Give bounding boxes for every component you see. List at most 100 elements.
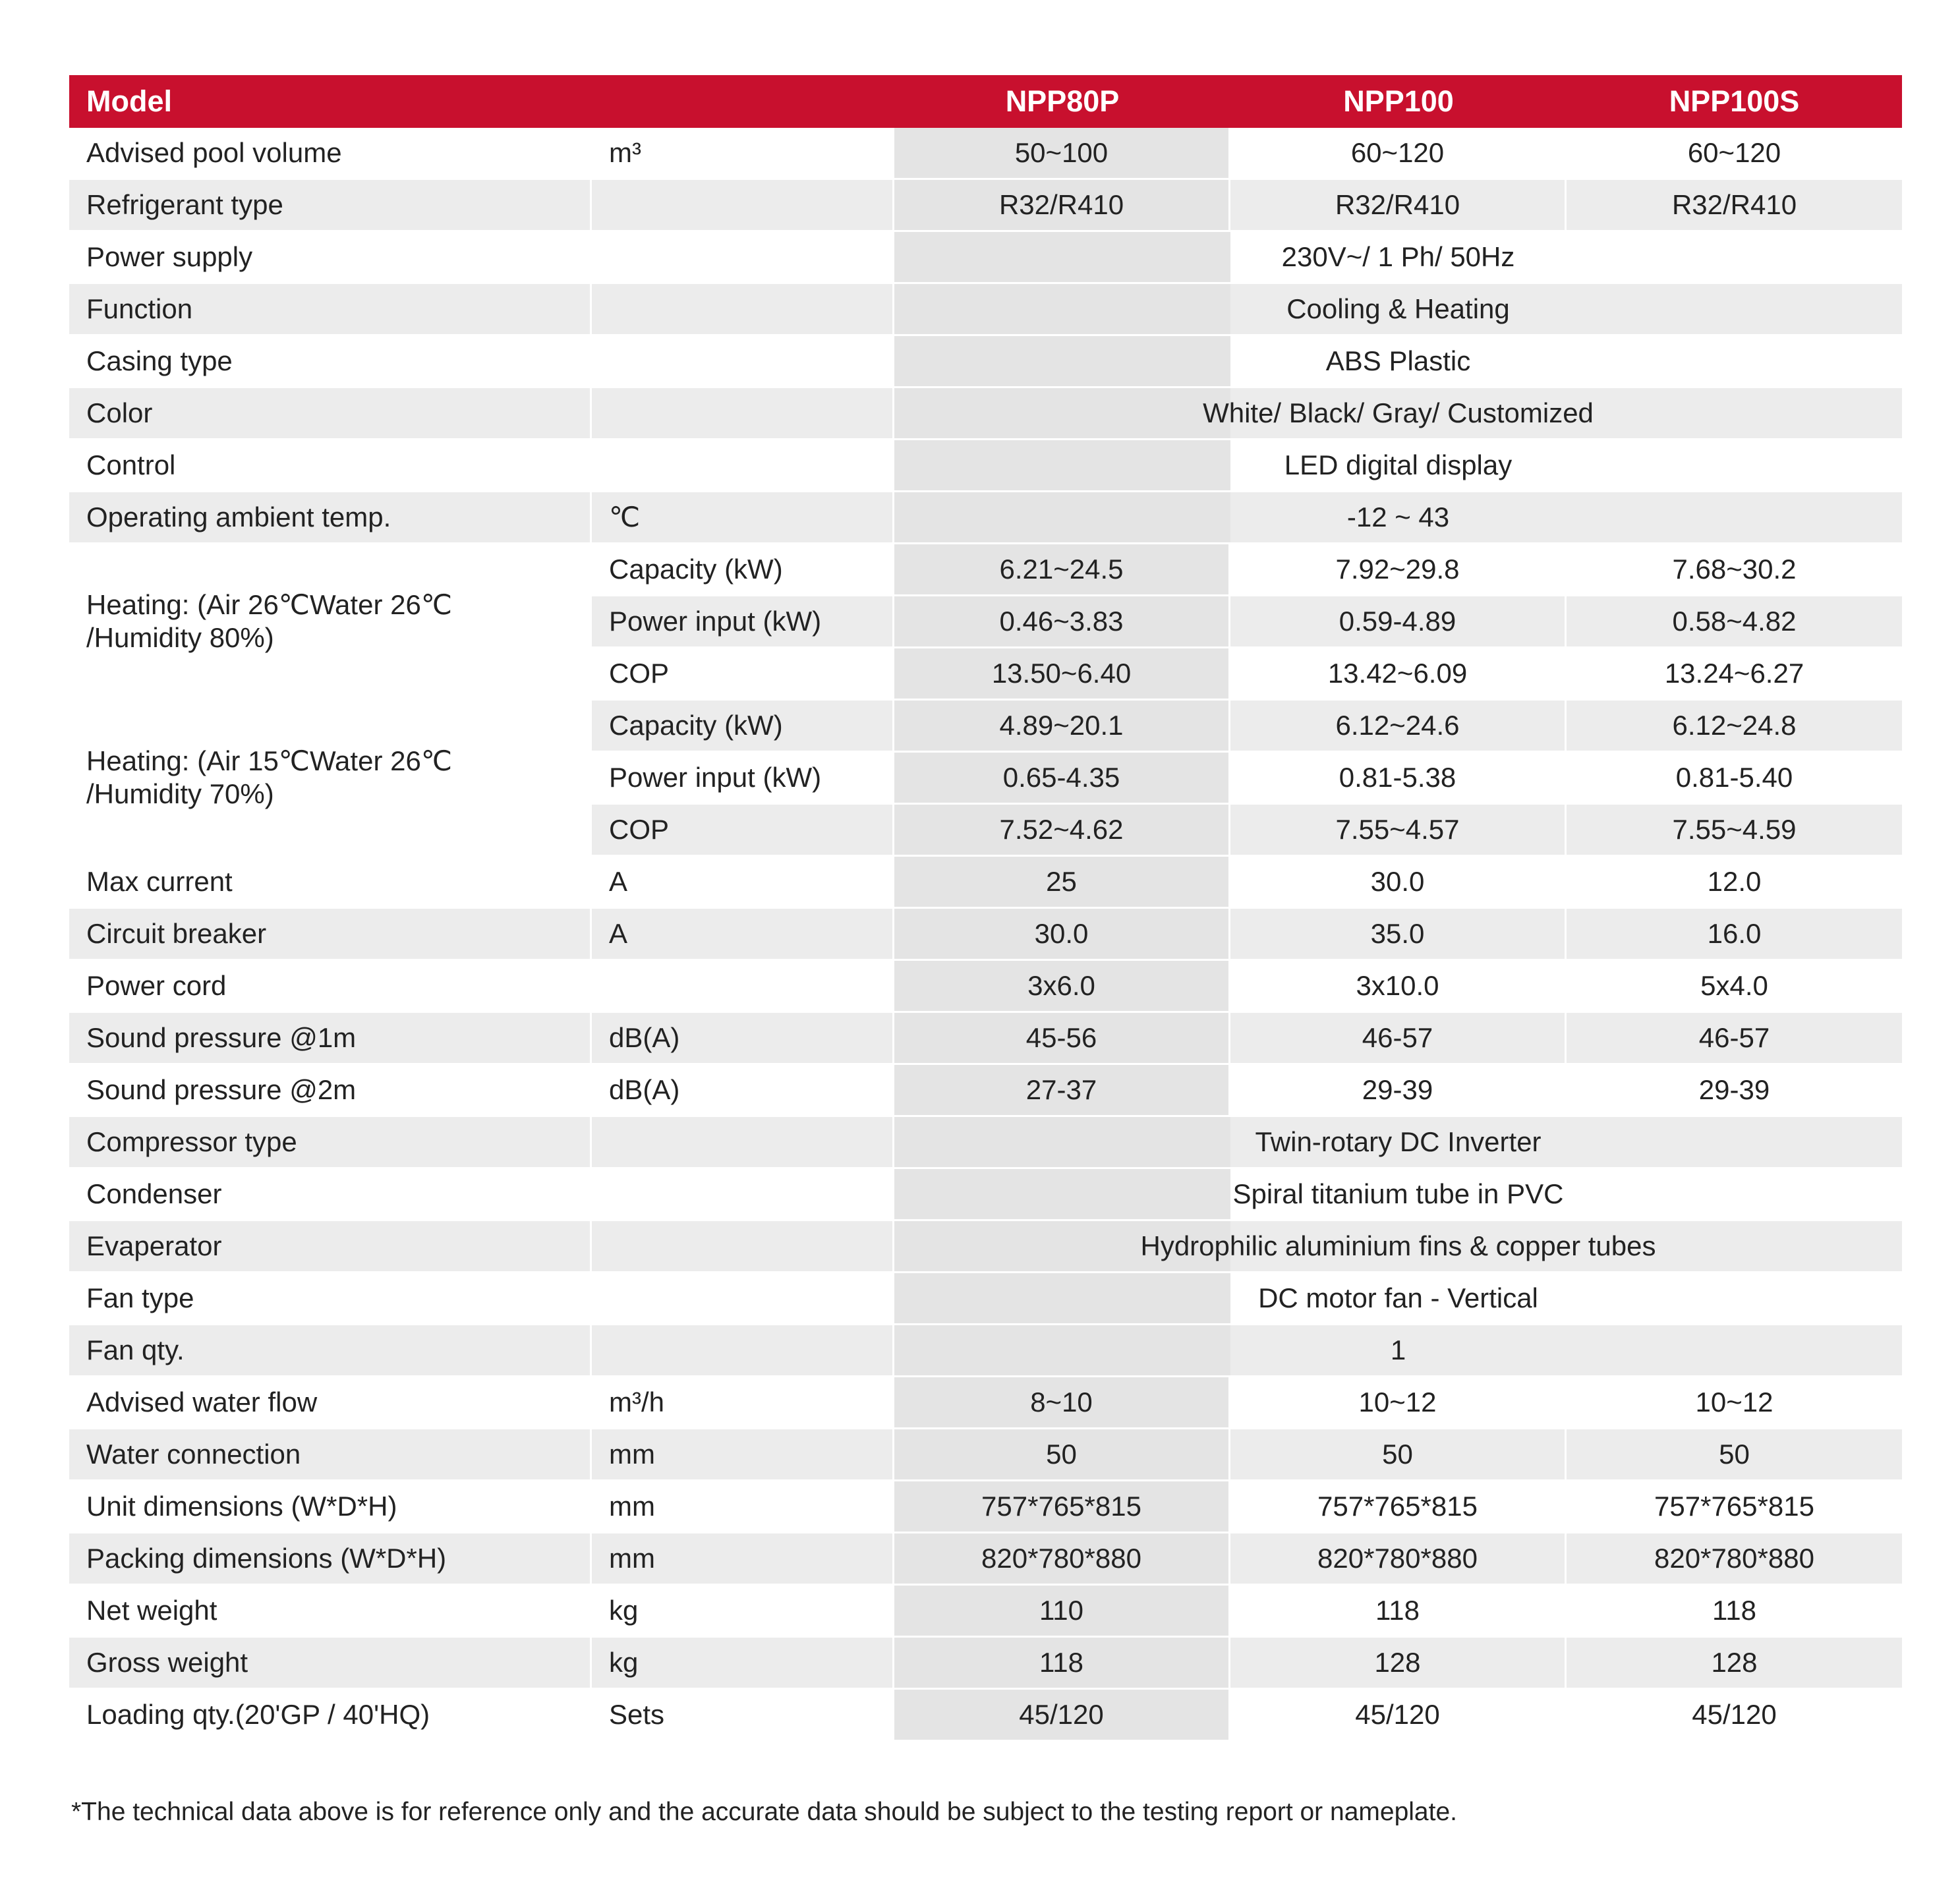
value-cell: 7.92~29.8 — [1230, 544, 1567, 596]
value-cell: 27-37 — [894, 1065, 1230, 1117]
sub-row-label: COP — [592, 805, 894, 857]
table-sub-row: COP 13.50~6.40 13.42~6.09 13.24~6.27 — [69, 648, 1902, 701]
span-value-cell: Spiral titanium tube in PVC — [894, 1169, 1902, 1221]
row-label: Sound pressure @1m — [69, 1013, 592, 1065]
row-unit — [592, 440, 894, 492]
value-cell: 46-57 — [1230, 1013, 1567, 1065]
row-unit: ℃ — [592, 492, 894, 544]
column-header-npp100s: NPP100S — [1567, 75, 1902, 128]
row-unit: mm — [592, 1533, 894, 1586]
value-cell: 25 — [894, 857, 1230, 909]
value-cell: 0.58~4.82 — [1567, 596, 1902, 648]
table-body: Advised pool volume m³ 50~100 60~120 60~120 R… — [69, 128, 1902, 1742]
sub-row-label: Capacity (kW) — [592, 701, 894, 753]
table-row: Fan qty. 1 — [69, 1325, 1902, 1377]
value-cell: 757*765*815 — [1230, 1481, 1567, 1533]
row-label: Gross weight — [69, 1638, 592, 1690]
value-cell: 35.0 — [1230, 909, 1567, 961]
row-label: Max current — [69, 857, 592, 909]
row-label: Loading qty.(20'GP / 40'HQ) — [69, 1690, 592, 1742]
value-cell: 0.46~3.83 — [894, 596, 1230, 648]
row-unit: Sets — [592, 1690, 894, 1742]
spec-table: Model NPP80P NPP100 NPP100S Advised pool vo… — [69, 75, 1902, 1742]
value-cell: 29-39 — [1230, 1065, 1567, 1117]
value-cell: 10~12 — [1230, 1377, 1567, 1429]
value-cell: 128 — [1567, 1638, 1902, 1690]
table-row: Unit dimensions (W*D*H) mm 757*765*815 757*… — [69, 1481, 1902, 1533]
row-unit: A — [592, 857, 894, 909]
row-unit — [592, 1169, 894, 1221]
table-row: Function Cooling & Heating — [69, 284, 1902, 336]
row-label: Condenser — [69, 1169, 592, 1221]
value-cell: 0.65-4.35 — [894, 753, 1230, 805]
value-cell: 7.55~4.59 — [1567, 805, 1902, 857]
row-label: Power supply — [69, 232, 592, 284]
row-unit — [592, 1221, 894, 1273]
row-label: Fan qty. — [69, 1325, 592, 1377]
value-cell: 7.52~4.62 — [894, 805, 1230, 857]
table-row: Packing dimensions (W*D*H) mm 820*780*880 8… — [69, 1533, 1902, 1586]
header-row: Model NPP80P NPP100 NPP100S — [69, 75, 1902, 128]
value-cell: 3x6.0 — [894, 961, 1230, 1013]
model-header: Model — [69, 75, 894, 128]
table-header: Model NPP80P NPP100 NPP100S — [69, 75, 1902, 128]
row-label: Fan type — [69, 1273, 592, 1325]
row-label: Sound pressure @2m — [69, 1065, 592, 1117]
value-cell: 50~100 — [894, 128, 1230, 180]
row-unit: dB(A) — [592, 1065, 894, 1117]
value-cell: 7.55~4.57 — [1230, 805, 1567, 857]
column-header-npp100: NPP100 — [1230, 75, 1567, 128]
table-row: Power supply 230V~/ 1 Ph/ 50Hz — [69, 232, 1902, 284]
value-cell: R32/R410 — [1567, 180, 1902, 232]
table-row: Refrigerant type R32/R410 R32/R410 R32/R410 — [69, 180, 1902, 232]
span-value-cell: 1 — [894, 1325, 1902, 1377]
value-cell: 118 — [1230, 1586, 1567, 1638]
value-cell: 5x4.0 — [1567, 961, 1902, 1013]
span-value-cell: DC motor fan - Vertical — [894, 1273, 1902, 1325]
value-cell: 128 — [1230, 1638, 1567, 1690]
row-label: Color — [69, 388, 592, 440]
row-label: Function — [69, 284, 592, 336]
row-label: Net weight — [69, 1586, 592, 1638]
value-cell: 0.81-5.40 — [1567, 753, 1902, 805]
span-value-cell: Twin-rotary DC Inverter — [894, 1117, 1902, 1169]
row-unit: kg — [592, 1638, 894, 1690]
value-cell: 30.0 — [894, 909, 1230, 961]
row-unit — [592, 336, 894, 388]
row-label: Circuit breaker — [69, 909, 592, 961]
row-unit: kg — [592, 1586, 894, 1638]
span-value-cell: ABS Plastic — [894, 336, 1902, 388]
value-cell: 13.50~6.40 — [894, 648, 1230, 701]
value-cell: R32/R410 — [1230, 180, 1567, 232]
table-sub-row: Heating: (Air 15℃Water 26℃ /Humidity 70%… — [69, 701, 1902, 857]
row-unit — [592, 1325, 894, 1377]
row-label: Power cord — [69, 961, 592, 1013]
value-cell: 3x10.0 — [1230, 961, 1567, 1013]
table-row: Condenser Spiral titanium tube in PVC — [69, 1169, 1902, 1221]
table-sub-row: Power input (kW) 0.46~3.83 0.59-4.89 0.58~4… — [69, 596, 1902, 648]
table-row: Max current A 25 30.0 12.0 — [69, 857, 1902, 909]
value-cell: 7.68~30.2 — [1567, 544, 1902, 596]
table-sub-row: Power input (kW) 0.65-4.35 0.81-5.38 0.81-5… — [69, 753, 1902, 805]
table-row: Loading qty.(20'GP / 40'HQ) Sets 45/120 45/… — [69, 1690, 1902, 1742]
table-row: Evaperator Hydrophilic aluminium fins & c… — [69, 1221, 1902, 1273]
table-row: Fan type DC motor fan - Vertical — [69, 1273, 1902, 1325]
value-cell: 820*780*880 — [1230, 1533, 1567, 1586]
value-cell: 50 — [894, 1429, 1230, 1481]
sub-row-label: Power input (kW) — [592, 596, 894, 648]
table-sub-row: COP 7.52~4.62 7.55~4.57 7.55~4.59 — [69, 805, 1902, 857]
table-row: Compressor type Twin-rotary DC Inverter — [69, 1117, 1902, 1169]
value-cell: 0.81-5.38 — [1230, 753, 1567, 805]
value-cell: 13.24~6.27 — [1567, 648, 1902, 701]
row-label: Control — [69, 440, 592, 492]
value-cell: 16.0 — [1567, 909, 1902, 961]
span-value-cell: -12 ~ 43 — [894, 492, 1902, 544]
table-row: Sound pressure @1m dB(A) 45-56 46-57 46-57 — [69, 1013, 1902, 1065]
table-row: Gross weight kg 118 128 128 — [69, 1638, 1902, 1690]
value-cell: 10~12 — [1567, 1377, 1902, 1429]
row-label: Operating ambient temp. — [69, 492, 592, 544]
value-cell: 30.0 — [1230, 857, 1567, 909]
span-value-cell: LED digital display — [894, 440, 1902, 492]
value-cell: R32/R410 — [894, 180, 1230, 232]
value-cell: 46-57 — [1567, 1013, 1902, 1065]
